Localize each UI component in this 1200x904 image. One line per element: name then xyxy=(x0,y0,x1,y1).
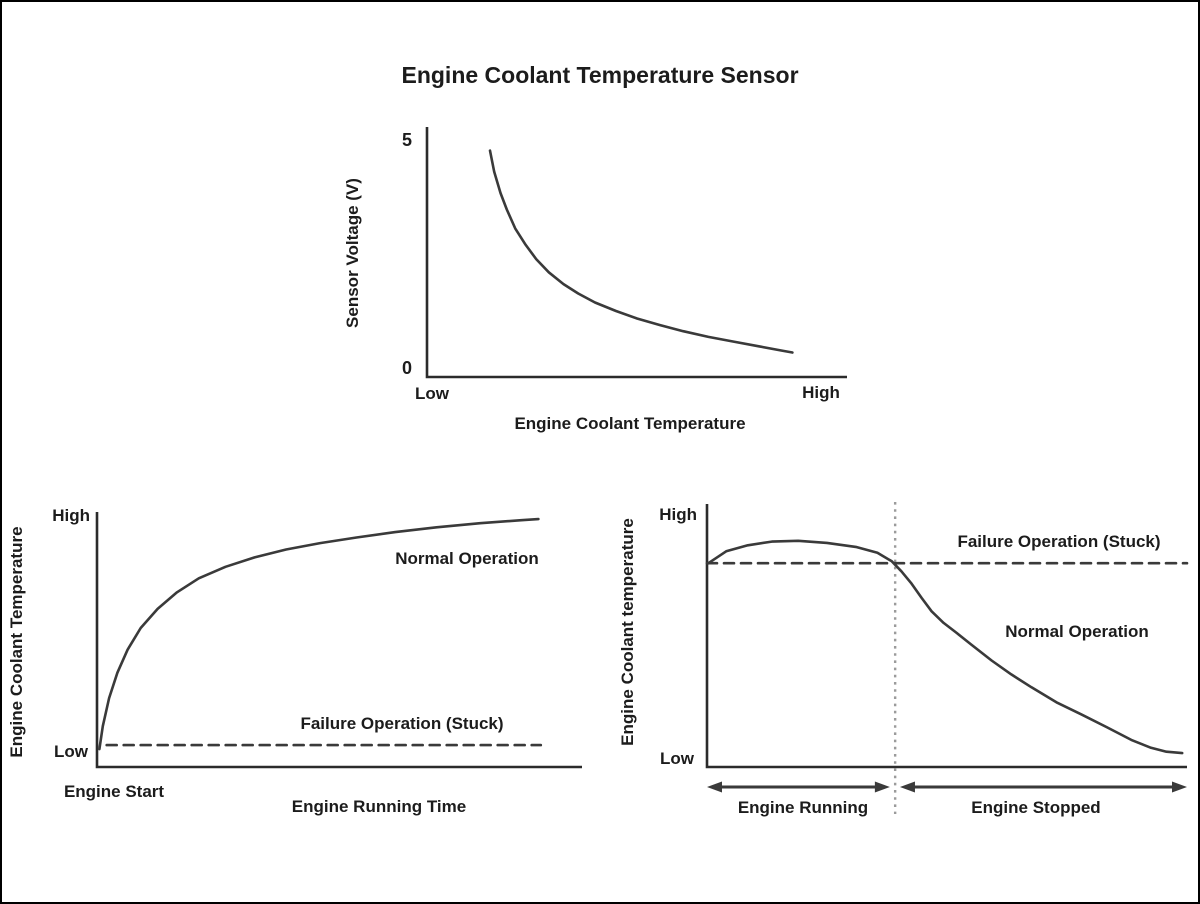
y-tick-high: High xyxy=(659,505,697,524)
cooldown-chart: High Low Engine Coolant temperature Fail… xyxy=(602,482,1198,842)
y-tick-0: 0 xyxy=(401,358,412,378)
sensor-voltage-chart-canvas xyxy=(425,127,847,379)
page-title: Engine Coolant Temperature Sensor xyxy=(401,62,799,88)
y-axis-label-coolant-temperature: Engine Coolant Temperature xyxy=(7,526,26,758)
x-tick-low: Low xyxy=(415,384,449,403)
y-axis-label-coolant-temperature: Engine Coolant temperature xyxy=(618,518,637,746)
phase-label-engine-running: Engine Running xyxy=(737,798,869,817)
annotation-normal-operation: Normal Operation xyxy=(395,549,539,568)
annotation-failure-operation: Failure Operation (Stuck) xyxy=(957,532,1161,551)
y-tick-low: Low xyxy=(660,749,694,768)
y-tick-5: 5 xyxy=(401,130,412,150)
warmup-chart: High Low Engine Coolant Temperature Engi… xyxy=(2,482,602,842)
x-axis-label-engine-running-time: Engine Running Time xyxy=(291,797,467,816)
y-tick-high: High xyxy=(52,506,90,525)
annotation-failure-operation: Failure Operation (Stuck) xyxy=(300,714,504,733)
phase-label-engine-stopped: Engine Stopped xyxy=(971,798,1101,817)
y-axis-label-sensor-voltage: Sensor Voltage (V) xyxy=(343,178,362,328)
y-tick-low: Low xyxy=(54,742,88,761)
annotation-normal-operation: Normal Operation xyxy=(1005,622,1149,641)
sensor-voltage-chart: 5 0 Sensor Voltage (V) Low High Engine C… xyxy=(322,102,902,452)
x-axis-label-coolant-temperature: Engine Coolant Temperature xyxy=(514,414,746,433)
warmup-chart-canvas xyxy=(95,512,582,769)
origin-label-engine-start: Engine Start xyxy=(63,782,165,801)
x-tick-high: High xyxy=(802,383,840,402)
cooldown-chart-canvas xyxy=(705,502,1189,814)
